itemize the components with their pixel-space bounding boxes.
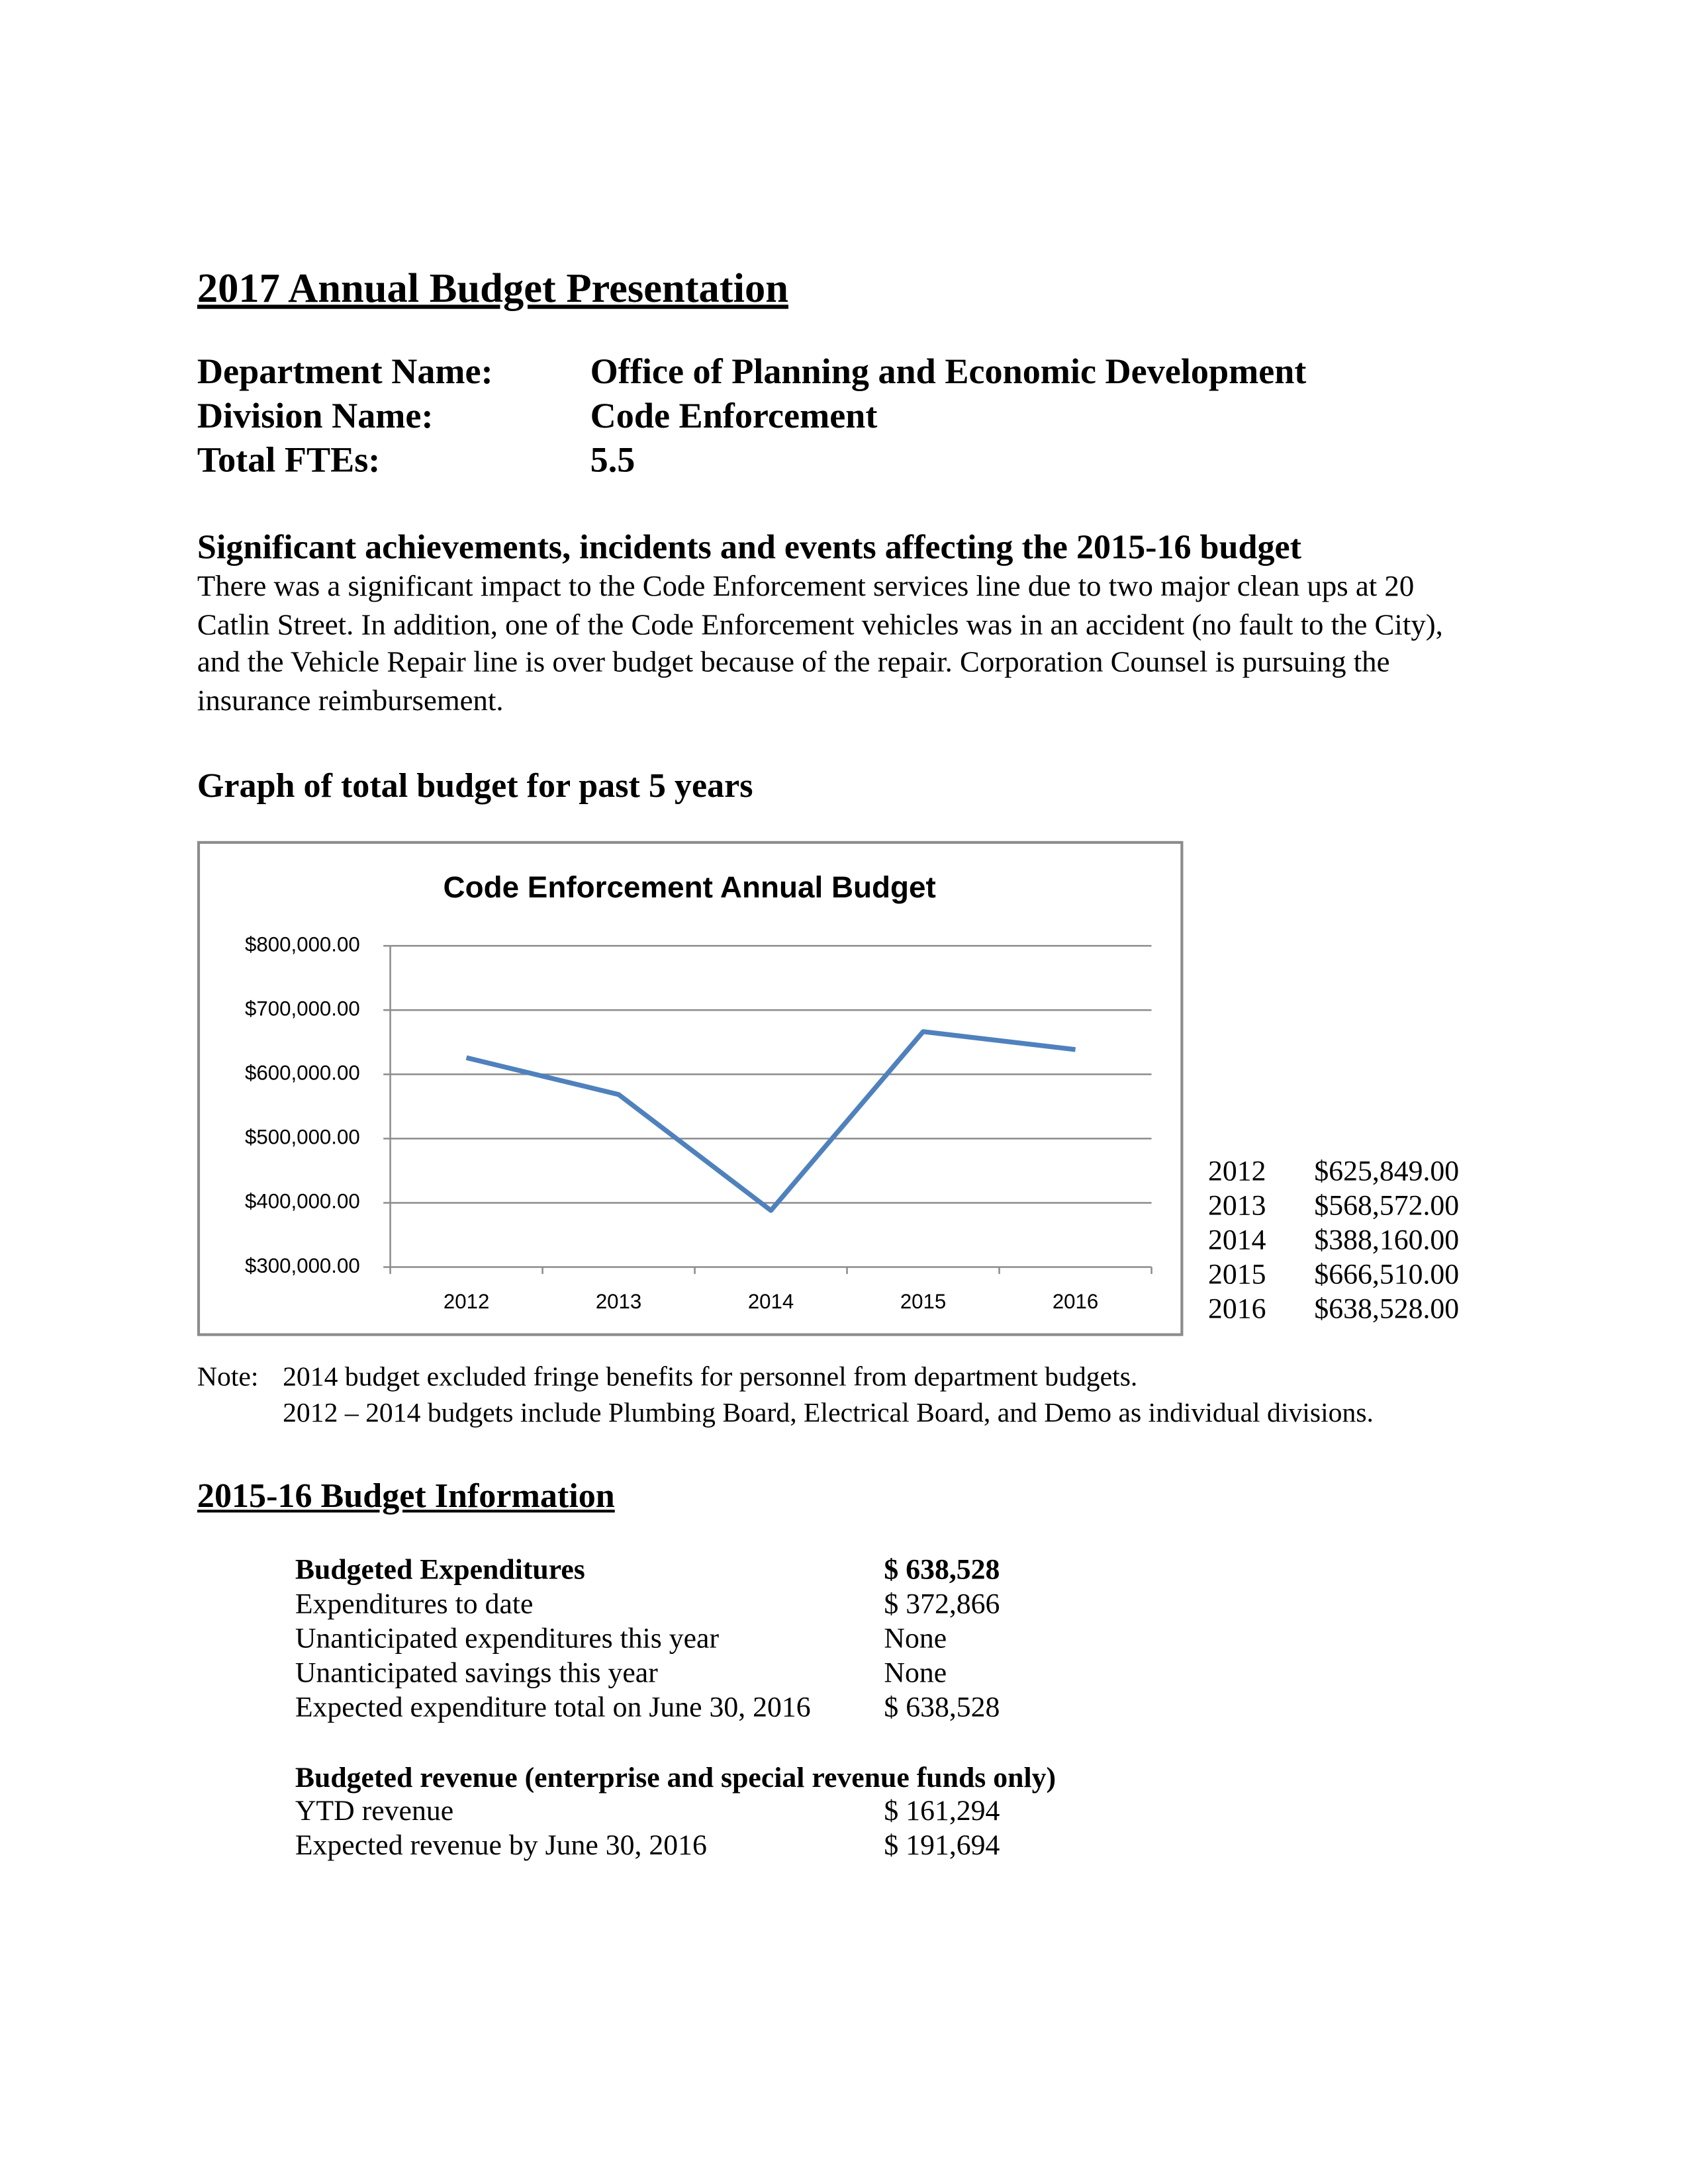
section-heading: Graph of total budget for past 5 years (197, 768, 753, 805)
data-line (465, 1029, 1076, 1213)
row-label: YTD revenue (295, 1794, 454, 1827)
field-value: Office of Planning and Economic Developm… (590, 351, 1307, 392)
table-heading-value: $ 638,528 (884, 1552, 1000, 1586)
x-tick-label: 2012 (444, 1290, 489, 1313)
table-value: $568,572.00 (1314, 1188, 1460, 1222)
x-tick-label: 2015 (900, 1290, 946, 1313)
table-year: 2013 (1207, 1188, 1266, 1222)
field-value: Code Enforcement (590, 395, 878, 436)
field-label: Total FTEs: (197, 439, 381, 480)
table-heading: Budgeted revenue (enterprise and special… (295, 1760, 1056, 1794)
page-title: 2017 Annual Budget Presentation (197, 266, 788, 312)
table-value: $625,849.00 (1314, 1154, 1460, 1187)
y-tick-label: $700,000.00 (245, 997, 360, 1020)
chart: Code Enforcement Annual Budget $300,000.0… (245, 870, 1152, 1313)
row-label: Expected revenue by June 30, 2016 (295, 1828, 707, 1862)
paragraph: There was a significant impact to the Co… (197, 569, 1443, 717)
row-value: None (884, 1621, 947, 1655)
y-tick-label: $600,000.00 (245, 1062, 360, 1085)
row-value: None (884, 1656, 947, 1690)
y-tick-label: $400,000.00 (245, 1190, 360, 1213)
x-tick-label: 2014 (748, 1290, 794, 1313)
row-label: Unanticipated savings this year (295, 1656, 658, 1690)
table-value: $388,160.00 (1314, 1222, 1460, 1256)
table-year: 2015 (1207, 1257, 1266, 1291)
table-value: $638,528.00 (1314, 1292, 1460, 1326)
section-heading: Significant achievements, incidents and … (197, 529, 1301, 567)
x-tick-label: 2016 (1053, 1290, 1098, 1313)
note-line: 2012 – 2014 budgets include Plumbing Boa… (283, 1398, 1374, 1429)
field-label: Department Name: (197, 351, 493, 392)
chart-title: Code Enforcement Annual Budget (443, 870, 935, 904)
table-value: $666,510.00 (1314, 1257, 1460, 1291)
y-tick-label: $800,000.00 (245, 933, 360, 956)
field-label: Division Name: (197, 395, 434, 436)
table-year: 2012 (1207, 1154, 1266, 1187)
row-value: $ 638,528 (884, 1690, 1000, 1724)
row-value: $ 372,866 (884, 1586, 1000, 1620)
field-value: 5.5 (590, 439, 635, 480)
table-heading: Budgeted Expenditures (295, 1552, 585, 1586)
chart-frame: Code Enforcement Annual Budget $300,000.0… (197, 841, 1184, 1336)
note-line: 2014 budget excluded fringe benefits for… (283, 1362, 1138, 1393)
section-heading: 2015-16 Budget Information (197, 1478, 615, 1516)
y-tick-label: $300,000.00 (245, 1254, 360, 1277)
table-year: 2016 (1207, 1292, 1266, 1326)
row-value: $ 161,294 (884, 1794, 1000, 1827)
x-tick-label: 2013 (596, 1290, 641, 1313)
row-label: Unanticipated expenditures this year (295, 1621, 720, 1655)
note-label: Note: (197, 1362, 259, 1393)
row-label: Expected expenditure total on June 30, 2… (295, 1690, 811, 1724)
row-label: Expenditures to date (295, 1586, 534, 1620)
row-value: $ 191,694 (884, 1828, 1000, 1862)
y-tick-label: $500,000.00 (245, 1126, 360, 1149)
table-year: 2014 (1207, 1222, 1266, 1256)
